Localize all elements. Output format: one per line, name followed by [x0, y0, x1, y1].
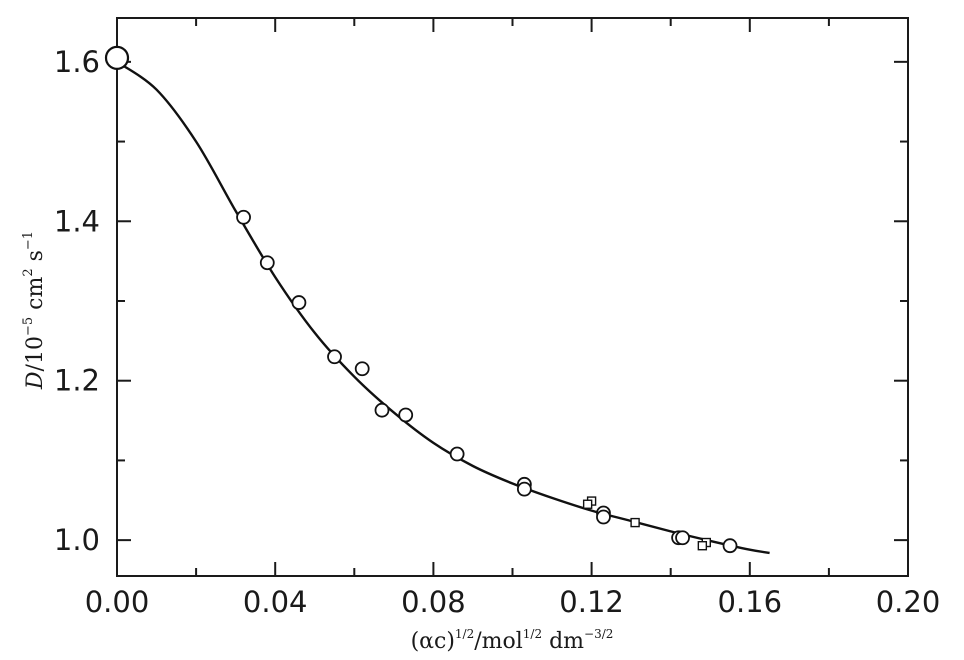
circle-point	[291, 295, 307, 310]
y-axis-tick-labels: 1.0 1.2 1.4 1.6	[54, 45, 100, 557]
circle-point	[722, 538, 738, 554]
y-axis-ticks	[117, 60, 908, 542]
circle-point	[354, 361, 370, 377]
square-point	[697, 541, 708, 551]
circle-point	[449, 446, 465, 462]
y-tick-label: 1.4	[54, 204, 100, 238]
circle-point	[516, 481, 532, 497]
circle-point	[398, 407, 414, 423]
y-tick-label: 1.6	[54, 45, 100, 79]
x-tick-label: 0.20	[876, 585, 941, 619]
x-tick-label: 0.08	[401, 585, 466, 619]
circle-point	[327, 349, 342, 365]
square-point	[582, 499, 593, 509]
circle-point	[675, 530, 690, 546]
x-tick-label: 0.04	[243, 585, 308, 619]
y-tick-label: 1.0	[54, 523, 100, 557]
square-point	[630, 517, 640, 528]
x-axis-title: (αc)1/2/mol1/2 dm−3/2	[411, 627, 614, 654]
circle-point	[259, 255, 275, 271]
circle-point	[236, 209, 251, 225]
x-tick-label: 0.12	[559, 585, 624, 619]
x-axis-ticks	[116, 18, 909, 576]
x-tick-label: 0.16	[718, 585, 783, 619]
x-axis-tick-labels: 0.00 0.04 0.08 0.12 0.16 0.20	[85, 585, 941, 619]
x-tick-label: 0.00	[85, 585, 150, 619]
circle-point	[374, 402, 390, 418]
data-points	[104, 45, 738, 554]
circle-point	[596, 509, 611, 525]
y-axis-title: D/10−5 cm2 s−1	[21, 231, 48, 390]
fit-curve	[116, 60, 770, 555]
circle-point	[104, 45, 130, 70]
plot-frame	[116, 17, 909, 577]
y-tick-label: 1.2	[54, 364, 100, 398]
